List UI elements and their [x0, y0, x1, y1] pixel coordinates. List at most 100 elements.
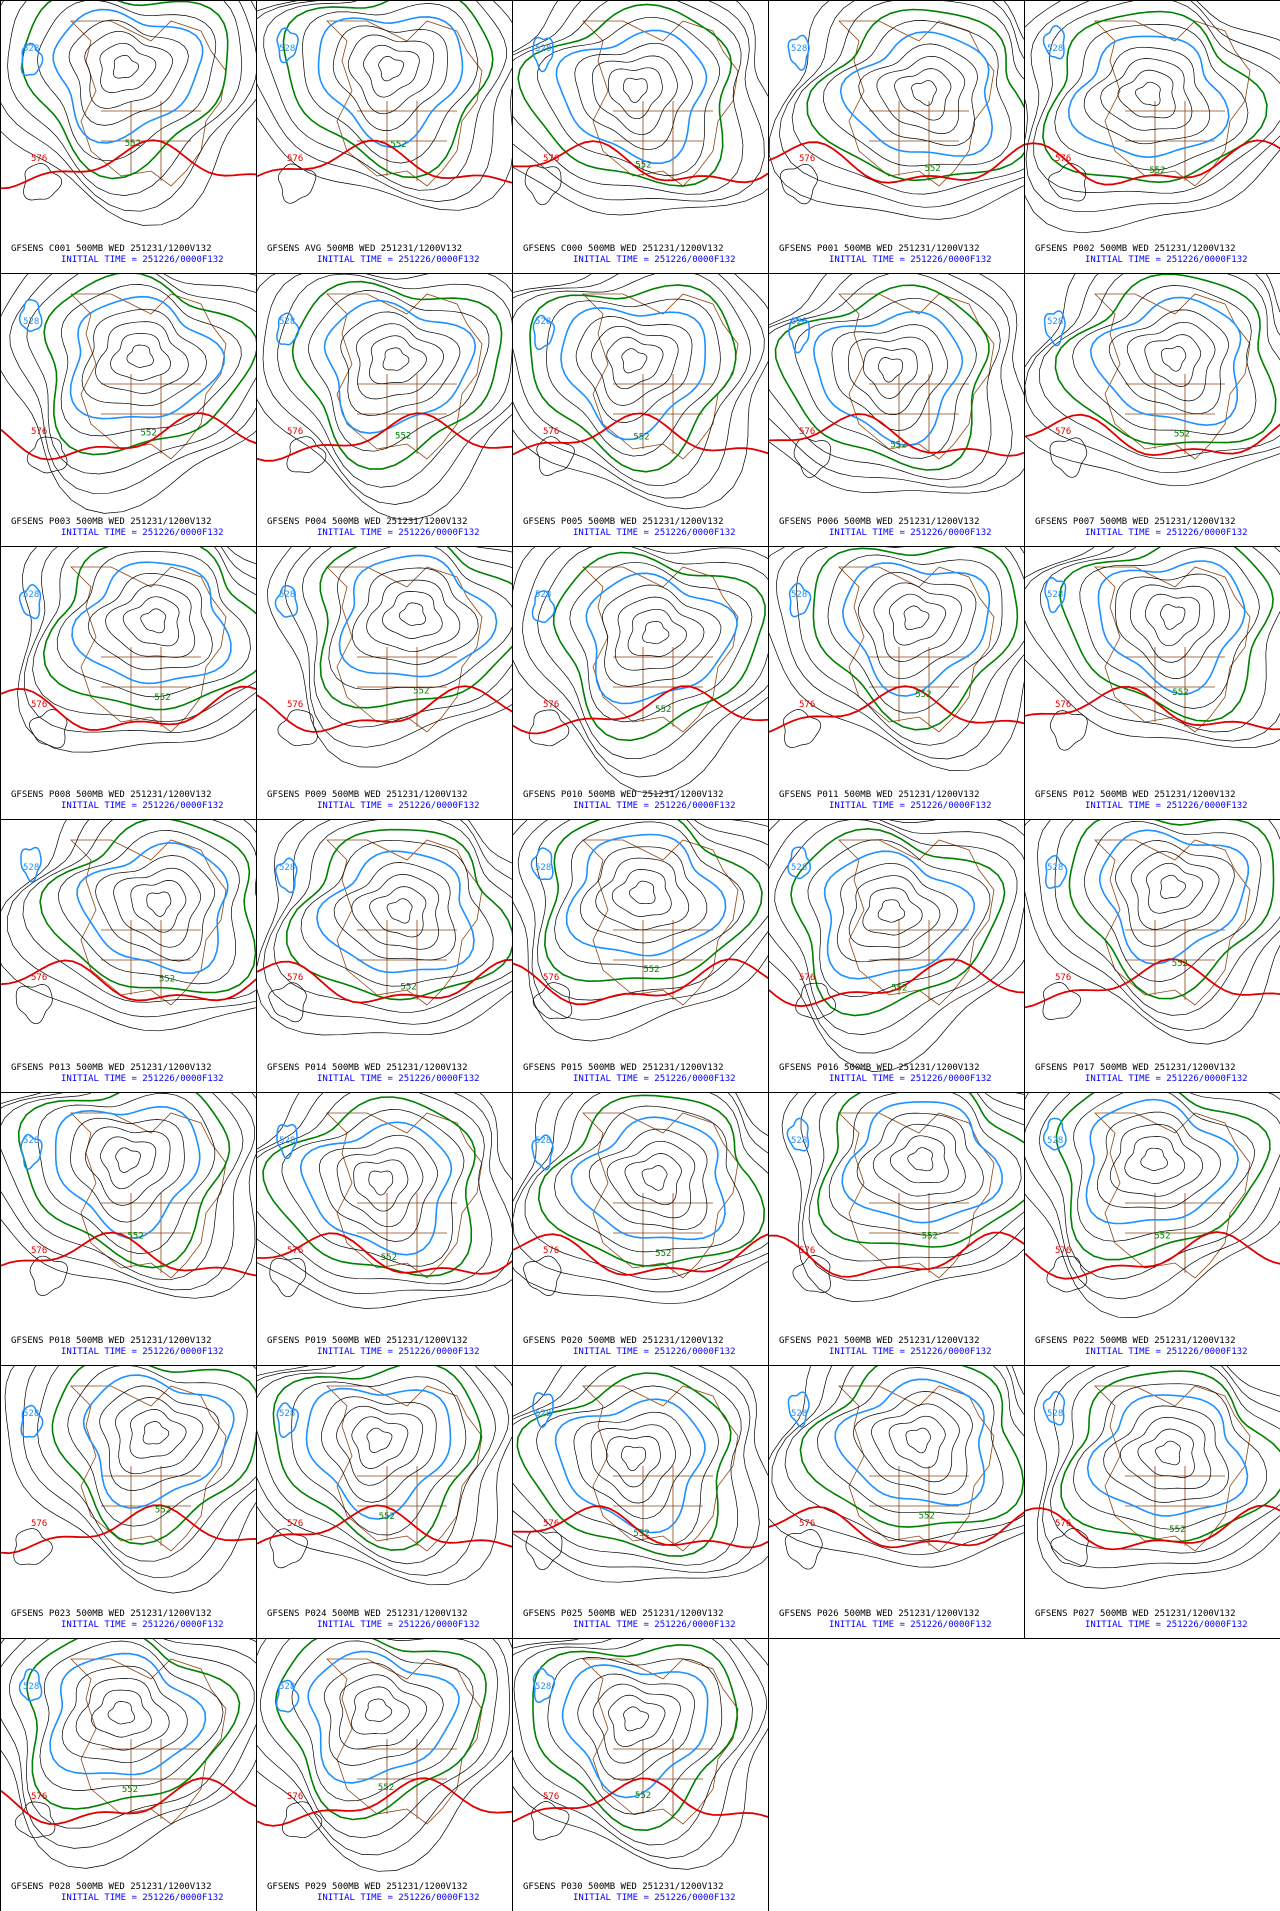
contour-label: 552: [155, 1505, 171, 1515]
contour: [1155, 1440, 1181, 1466]
contour: [769, 1, 1024, 220]
panel-init-time: INITIAL TIME = 251226/0000F132: [1085, 1620, 1248, 1630]
map: 576 552 528 GFSENS P006 500MB WED 251231/12…: [769, 274, 1024, 538]
panel-title: GFSENS P019 500MB WED 251231/1200V132: [267, 1336, 467, 1346]
contour: [1068, 820, 1275, 1000]
contour: [368, 1170, 394, 1196]
contour-label: 528: [1047, 44, 1063, 54]
contour-label: 552: [122, 1785, 138, 1795]
contour: [813, 310, 964, 447]
contour: [1160, 874, 1187, 899]
map: 576 552 528 GFSENS P010 500MB WED 251231/12…: [513, 547, 768, 811]
contour: [1025, 1, 1280, 234]
contour: [365, 1698, 393, 1722]
contour-label: 528: [535, 1136, 551, 1146]
contour: [857, 571, 977, 680]
land-outline: [582, 1385, 739, 1552]
contour: [285, 828, 512, 1001]
contour: [23, 547, 256, 733]
contour-label: 552: [400, 983, 416, 993]
map: 576 552 528 GFSENS P004 500MB WED 251231/12…: [257, 274, 512, 538]
contour: [602, 584, 722, 687]
panel-init-time: INITIAL TIME = 251226/0000F132: [317, 528, 480, 538]
contour: [778, 1, 1024, 208]
contour-label: 528: [279, 1136, 295, 1146]
map: 576 552 528 GFSENS P009 500MB WED 251231/12…: [257, 547, 512, 811]
contour: [1161, 346, 1187, 372]
contour-576: [769, 1231, 1024, 1278]
map: 576 552 528 GFSENS P007 500MB WED 251231/12…: [1025, 274, 1280, 538]
contour: [1, 1639, 256, 1869]
contour: [831, 324, 948, 431]
contour: [22, 1366, 256, 1579]
panel-init-time: INITIAL TIME = 251226/0000F132: [573, 1893, 736, 1903]
contour: [827, 554, 1003, 714]
contour: [531, 590, 556, 624]
panel-init-time: INITIAL TIME = 251226/0000F132: [61, 1347, 224, 1357]
contour: [1049, 437, 1088, 478]
contour: [1072, 285, 1257, 435]
contour: [319, 1134, 438, 1242]
contour: [69, 295, 226, 420]
contour: [7, 1, 242, 196]
contour-576: [1025, 1504, 1280, 1551]
contour: [340, 311, 461, 416]
contour: [513, 274, 765, 499]
land-outline: [70, 1658, 227, 1825]
contour: [517, 3, 733, 187]
panel-title: GFSENS P008 500MB WED 251231/1200V132: [11, 790, 211, 800]
contour: [1060, 1370, 1280, 1543]
contour: [71, 561, 232, 685]
contour: [299, 1121, 453, 1256]
contour: [257, 1093, 512, 1309]
contour-label: 552: [633, 1529, 649, 1539]
contour: [4, 1366, 256, 1594]
contour: [37, 1093, 216, 1254]
contour: [796, 547, 1024, 746]
contour: [782, 709, 822, 748]
contour-576: [257, 412, 512, 462]
contour: [823, 20, 1012, 167]
land-outline: [326, 1658, 483, 1825]
contour: [1044, 577, 1067, 614]
panel-init-time: INITIAL TIME = 251226/0000F132: [61, 801, 224, 811]
panel-init-time: INITIAL TIME = 251226/0000F132: [61, 255, 224, 265]
contour: [1042, 982, 1081, 1020]
contour: [595, 857, 690, 931]
map: 576 552 528 GFSENS P003 500MB WED 251231/12…: [1, 274, 256, 538]
contour-label: 552: [1169, 1525, 1185, 1535]
panel-title: GFSENS P009 500MB WED 251231/1200V132: [267, 790, 467, 800]
contour: [555, 29, 708, 165]
contour-label: 552: [1172, 959, 1188, 969]
contour: [52, 8, 204, 144]
contour: [856, 1112, 984, 1210]
map: 576 552 528 GFSENS P019 500MB WED 251231/12…: [257, 1093, 512, 1357]
contour: [262, 1096, 476, 1277]
contour: [775, 547, 1024, 760]
map: 576 552 528 GFSENS P021 500MB WED 251231/12…: [769, 1093, 1024, 1357]
contour: [363, 44, 420, 98]
contour-label: 528: [279, 1682, 295, 1692]
contour: [513, 547, 768, 795]
map-panel: 576 552 528 GFSENS P027 500MB WED 251231/12…: [1024, 1365, 1280, 1639]
contour: [17, 547, 256, 753]
contour: [398, 602, 426, 626]
contour-label: 528: [791, 863, 807, 873]
contour-576: [513, 1505, 768, 1549]
contour-label: 576: [543, 1246, 559, 1256]
contour: [353, 1159, 409, 1212]
contour-576: [769, 413, 1024, 457]
contour: [911, 80, 937, 106]
contour: [18, 584, 42, 620]
contour: [1085, 1098, 1239, 1225]
contour: [29, 1255, 68, 1296]
contour: [122, 596, 180, 647]
contour: [781, 1093, 1024, 1302]
contour: [841, 1101, 1003, 1224]
contour-label: 576: [799, 1519, 815, 1529]
contour: [800, 1093, 1024, 1282]
contour: [257, 1639, 512, 1872]
contour-label: 552: [159, 975, 175, 985]
contour: [20, 1133, 43, 1170]
map-panel: 576 552 528 GFSENS P014 500MB WED 251231/12…: [256, 819, 513, 1093]
